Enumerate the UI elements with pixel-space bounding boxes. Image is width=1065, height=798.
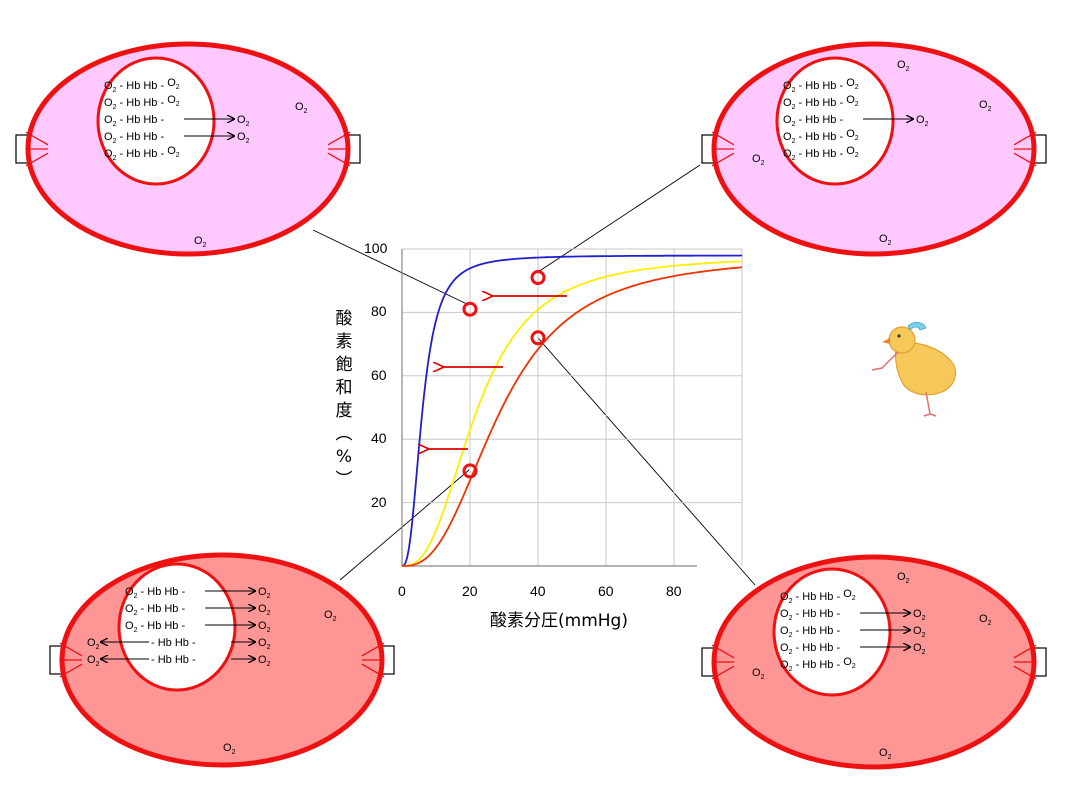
y-tick-label: 40: [371, 430, 387, 447]
hb-row-text: O2 - Hb Hb -: [780, 608, 840, 622]
hb-row-text: O2 - Hb Hb - O2: [780, 588, 856, 605]
oxygen-dissociation-chart: [401, 248, 743, 567]
hb-row-text: O2 - Hb Hb -: [125, 620, 185, 634]
y-tick-label: 100: [364, 240, 388, 256]
cell-stroke: [25, 152, 49, 167]
hb-row-text: O2 - Hb Hb -: [125, 586, 185, 600]
cell-stroke: [25, 131, 49, 146]
cell-stroke: [327, 131, 351, 146]
y-tick-label: 20: [371, 493, 387, 510]
hb-row-text: O2 - Hb Hb -: [780, 625, 840, 639]
series-line: [402, 266, 743, 567]
chart-markers: [462, 270, 546, 479]
cell-stroke: [1013, 665, 1037, 680]
chick-icon: [871, 322, 957, 417]
x-tick-label: 40: [530, 583, 546, 599]
hb-row-text: O2 - Hb Hb - O2: [104, 94, 180, 111]
cell-stroke: [59, 642, 83, 657]
hb-row-text: O2 - Hb Hb -: [125, 603, 185, 617]
cell-stroke: [1013, 644, 1037, 659]
highlight-marker: [530, 270, 546, 286]
cell-stroke: [327, 152, 351, 167]
cell-stroke: [711, 152, 735, 167]
hb-row-text: - Hb Hb -: [151, 654, 196, 666]
hb-row-text: O2 - Hb Hb -: [783, 114, 843, 128]
cell-stroke: [711, 644, 735, 659]
cell-stroke: [1013, 152, 1037, 167]
y-axis-label: 酸素飽和度 ︵% ︶: [330, 308, 358, 492]
hb-row-text: O2 - Hb Hb - O2: [783, 145, 859, 162]
cell-stroke: [711, 665, 735, 680]
cell-stroke: [59, 663, 83, 678]
hb-row-text: O2 - Hb Hb - O2: [780, 656, 856, 673]
y-tick-label: 60: [371, 366, 387, 383]
hb-row-text: O2 - Hb Hb - O2: [783, 94, 859, 111]
connector-lines: [312, 164, 756, 586]
y-tick-label: 80: [371, 303, 387, 320]
hb-row-text: - Hb Hb -: [151, 637, 196, 649]
cell-inner: [772, 567, 892, 697]
hb-row-text: O2 - Hb Hb - O2: [783, 128, 859, 145]
cell-stroke: [361, 642, 385, 657]
chart-curves: [401, 254, 743, 567]
hb-row-text: O2 - Hb Hb -: [780, 642, 840, 656]
y-axis-label-char: 飽: [335, 355, 353, 375]
y-axis-label-char: 素: [335, 332, 353, 352]
cell-stroke: [1013, 131, 1037, 146]
connector-line: [537, 337, 756, 586]
x-tick-label: 60: [598, 583, 614, 599]
highlight-marker: [462, 301, 478, 317]
hb-row-text: O2 - Hb Hb - O2: [783, 77, 859, 94]
hb-row-text: O2 - Hb Hb -: [104, 114, 164, 128]
cell-bottom-left: O2 - Hb Hb - O2 - Hb Hb - O2 - Hb Hb - - Hb…: [49, 552, 395, 768]
cell-stroke: [361, 663, 385, 678]
connector-line: [537, 164, 701, 273]
x-axis-label: 酸素分圧(mmHg): [490, 611, 628, 631]
y-axis-label-char: 度: [335, 401, 353, 421]
series-line: [402, 260, 743, 567]
highlight-marker: [530, 330, 546, 346]
connector-line: [312, 229, 470, 306]
highlight-marker: [462, 463, 478, 479]
hb-row-text: O2 - Hb Hb - O2: [104, 77, 180, 94]
cell-stroke: [711, 131, 735, 146]
y-axis-label-char: %: [335, 447, 353, 467]
x-tick-label: 80: [666, 583, 682, 599]
hb-row-text: O2 - Hb Hb -: [104, 131, 164, 145]
series-line: [401, 254, 742, 567]
shift-arrows: [428, 296, 567, 449]
cell-inner: [96, 56, 216, 186]
hb-row-text: O2 - Hb Hb - O2: [104, 145, 180, 162]
y-axis-label-char: ︶: [335, 470, 353, 490]
x-tick-label: 20: [462, 583, 478, 599]
y-axis-label-text: 酸素飽和度 ︵% ︶: [330, 308, 358, 492]
y-axis-label-char: 和: [335, 378, 353, 398]
connector-line: [339, 469, 470, 581]
y-axis-label-char: ︵: [335, 424, 353, 444]
cell-inner: [775, 56, 895, 186]
y-axis-label-char: 酸: [335, 309, 353, 329]
x-tick-label: 0: [398, 583, 406, 599]
